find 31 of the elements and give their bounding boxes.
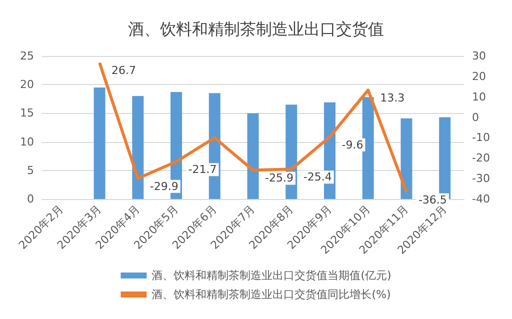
data-label: 13.3 bbox=[380, 92, 405, 105]
legend-label: 酒、饮料和精制茶制造业出口交货值当期值(亿元) bbox=[152, 269, 392, 282]
y-tick-label: 25 bbox=[20, 50, 34, 62]
bar bbox=[94, 87, 106, 199]
data-label: -36.5 bbox=[418, 193, 447, 206]
data-label: -25.4 bbox=[303, 170, 332, 184]
data-label: -29.9 bbox=[150, 180, 178, 193]
y2-tick-label: -30 bbox=[472, 172, 490, 186]
y2-tick-label: 0 bbox=[472, 110, 479, 124]
y-tick-label: 5 bbox=[27, 164, 34, 177]
data-label: -9.6 bbox=[342, 138, 364, 152]
y-tick-label: 10 bbox=[20, 135, 34, 148]
y-tick-label: 20 bbox=[20, 78, 34, 92]
data-label: -25.9 bbox=[265, 172, 294, 185]
bar bbox=[132, 96, 144, 199]
line-series bbox=[98, 61, 408, 194]
legend-label: 酒、饮料和精制茶制造业出口交货值同比增长(%) bbox=[152, 288, 391, 301]
bar bbox=[247, 113, 259, 199]
y2-tick-label: -20 bbox=[472, 152, 490, 165]
y2-tick-label: 20 bbox=[472, 70, 486, 83]
y-tick-label: 15 bbox=[20, 106, 34, 120]
y2-tick-label: -10 bbox=[472, 131, 490, 144]
y2-tick-label: 10 bbox=[472, 90, 486, 104]
y2-tick-label: 30 bbox=[472, 50, 486, 62]
y2-tick-label: -40 bbox=[472, 192, 490, 206]
y-tick-label: 0 bbox=[27, 192, 34, 206]
chart-title: 酒、饮料和精制茶制造业出口交货值 bbox=[128, 20, 384, 38]
data-label: 26.7 bbox=[112, 64, 136, 78]
data-label: -21.7 bbox=[188, 163, 217, 176]
bar bbox=[362, 97, 374, 199]
bar bbox=[400, 118, 412, 199]
